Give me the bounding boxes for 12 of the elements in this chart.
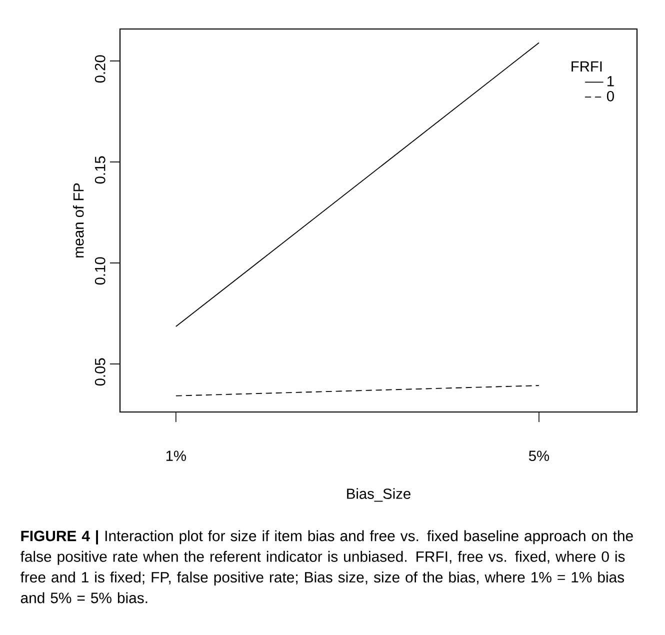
- y-tick-label: 0.20: [94, 55, 106, 83]
- y-tick-label: 0.05: [94, 358, 106, 386]
- legend-label: 1: [608, 76, 614, 86]
- y-tick-label: 0.10: [94, 257, 106, 285]
- y-axis-title: mean of FP: [73, 183, 84, 258]
- x-tick-label: 5%: [528, 450, 550, 462]
- legend-label: 0: [606, 90, 614, 102]
- text: FIGURE 4 | Interaction plot for size if item bias and free vs. fixed baseline approach on the false positive rate when the referent indicator is unbiased. FRFI, free vs. fixed, where 0 is free and 1 is fixed; FP, false positive rate; Bias size, size of the bias, where 1% = 1% bias and 5% = 5% bias.: [20, 530, 633, 604]
- x-tick-label: 1%: [166, 450, 186, 461]
- x-axis-title: Bias_Size: [347, 488, 410, 502]
- legend-title: FRFI: [572, 61, 602, 72]
- y-tick-label: 0.15: [94, 156, 106, 184]
